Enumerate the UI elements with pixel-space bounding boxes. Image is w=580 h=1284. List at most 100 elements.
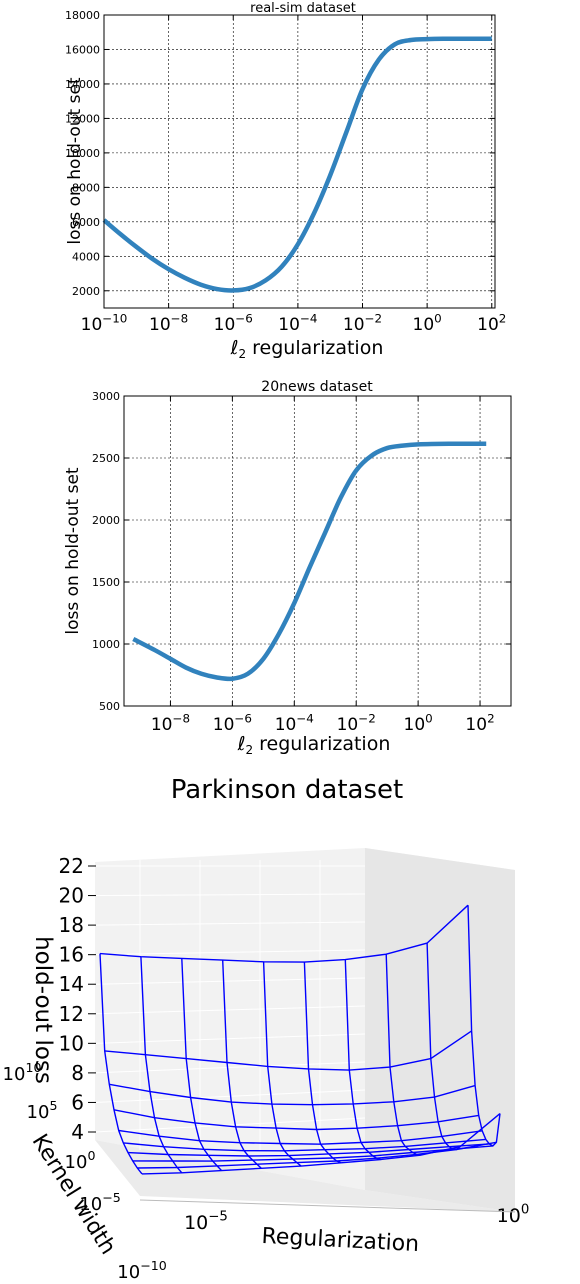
- z-tick-label: 14: [59, 972, 84, 996]
- x-tick-label: 102: [465, 711, 494, 735]
- x-tick-label-base: 10: [413, 315, 435, 335]
- y-axis-label: loss on hold-out set: [65, 77, 85, 245]
- side-pane: [365, 848, 515, 1212]
- surface-column-line: [140, 956, 183, 1174]
- x-axis-label-text: regularization: [246, 337, 383, 359]
- y-tick-label: 1000: [92, 638, 120, 651]
- y-tick-label: 10−5: [79, 1190, 120, 1215]
- x-tick-label-exponent: 0: [521, 1202, 529, 1217]
- x-tick-label-exponent: 2: [487, 711, 495, 725]
- y-tick-label: 1500: [92, 576, 120, 589]
- y-tick-label-exponent: −10: [140, 1258, 167, 1273]
- x-tick-label: 10−6: [214, 311, 253, 335]
- y-tick-label-base: 10: [27, 1102, 50, 1123]
- x-tick-label-base: 10: [343, 315, 365, 335]
- y-tick-label: 4000: [72, 250, 100, 263]
- x-axis-label: ℓ2 regularization: [230, 337, 384, 361]
- floor-pane: [95, 1140, 515, 1212]
- y-tick-label: 2000: [92, 514, 120, 527]
- x-tick-label-base: 10: [184, 1212, 208, 1234]
- x-axis-label: Regularization: [261, 1224, 420, 1257]
- x-tick-label-exponent: −10: [102, 311, 127, 325]
- z-tick-label: 10: [59, 1031, 84, 1055]
- x-tick-label-exponent: 0: [425, 711, 433, 725]
- x-tick-label: 10−2: [337, 711, 376, 735]
- x-tick-label-base: 10: [337, 715, 359, 735]
- x-axis-label: ℓ2 regularization: [237, 733, 391, 757]
- x-axis-label-text: regularization: [253, 733, 390, 755]
- x-tick-label: 10−6: [213, 711, 252, 735]
- x-tick-label-exponent: −2: [365, 311, 383, 325]
- z-tick-label: 8: [71, 1061, 84, 1085]
- x-tick-label: 100: [413, 311, 442, 335]
- surface-row-line: [123, 1138, 486, 1152]
- data-line: [102, 36, 492, 293]
- surface-row-line: [127, 1143, 490, 1157]
- chart-title: real-sim dataset: [250, 1, 356, 16]
- x-tick-label: 10−5: [184, 1209, 228, 1234]
- y-tick-label: 3000: [92, 390, 120, 403]
- y-tick-label: 105: [27, 1098, 58, 1123]
- surface-row-line: [104, 1030, 472, 1071]
- y-tick-label: 10−10: [117, 1258, 166, 1283]
- x-tick-label: 100: [404, 711, 433, 735]
- x-tick-label: 100: [497, 1202, 530, 1227]
- surface-row-line: [141, 1113, 501, 1175]
- surface-column-line: [303, 962, 342, 1164]
- x-tick-label: 10−10: [81, 311, 128, 335]
- z-axis-label: hold-out loss: [30, 936, 56, 1084]
- chart-title: 20news dataset: [261, 379, 373, 395]
- x-tick-label-exponent: −2: [358, 711, 376, 725]
- surface-row-line: [113, 1109, 479, 1131]
- plot-frame: [123, 395, 512, 707]
- z-ticks: 4 6 8 10 12 14 16 18 20 22: [59, 854, 96, 1144]
- x-tick-label-exponent: −8: [172, 711, 190, 725]
- x-axis-label-subscript: 2: [238, 347, 246, 361]
- y-tick-label-base: 10: [79, 1194, 102, 1215]
- y-tick-label-exponent: 5: [49, 1098, 57, 1113]
- z-tick-label: 18: [59, 913, 84, 937]
- surface-column-line: [181, 958, 223, 1172]
- x-tick-label-exponent: −4: [300, 311, 318, 325]
- ticks: 10−10 10−8 10−6 10−4 10−2 100 1022000400060008…: [65, 9, 506, 335]
- y-tick-label: 10000: [65, 147, 100, 160]
- surface-column-line: [385, 954, 421, 1156]
- surface-wireframe: [99, 904, 501, 1175]
- z-tick-label: 4: [71, 1120, 84, 1144]
- axes-panes: [94, 848, 515, 1212]
- chart-20news: 20news dataset 10−8 10−6 10−4 10−2 100 102500…: [63, 379, 512, 757]
- z-tick-label: 22: [59, 854, 84, 878]
- surface-column-line: [262, 961, 302, 1167]
- x-tick-label: 102: [477, 311, 506, 335]
- x-tick-label-exponent: −6: [234, 711, 252, 725]
- surface-row-line: [118, 1129, 483, 1145]
- x-tick-label: 10−2: [343, 311, 382, 335]
- plot-frame: [103, 14, 496, 309]
- x-tick-label-base: 10: [477, 315, 499, 335]
- x-tick-label-base: 10: [278, 315, 300, 335]
- y-tick-label-exponent: −5: [102, 1190, 121, 1205]
- x-tick-label-base: 10: [497, 1205, 521, 1227]
- x-tick-label-base: 10: [214, 315, 236, 335]
- x-axis-label-subscript: 2: [245, 743, 253, 757]
- y-tick-label: 500: [99, 700, 120, 713]
- y-tick-label-base: 10: [117, 1262, 140, 1283]
- x-tick-label-base: 10: [465, 715, 487, 735]
- surface-row-line: [132, 1145, 493, 1162]
- y-tick-label: 2000: [72, 285, 100, 298]
- surface-column-line: [426, 943, 461, 1151]
- x-tick-label-base: 10: [151, 715, 173, 735]
- surface-column-line: [99, 953, 143, 1175]
- x-tick-label-base: 10: [404, 715, 426, 735]
- z-tick-label: 12: [59, 1002, 84, 1026]
- y-tick-label: 12000: [65, 112, 100, 125]
- chart-title: Parkinson dataset: [171, 775, 403, 805]
- chart-real-sim: real-sim dataset 10−10 10−8 10−6 10−4 10−2 10…: [65, 1, 506, 361]
- z-tick-label: 6: [71, 1090, 84, 1114]
- ticks: 10−8 10−6 10−4 10−2 100 102500100015002000250…: [92, 390, 511, 735]
- x-tick-label: 10−4: [275, 711, 314, 735]
- y-tick-label: 18000: [65, 9, 100, 22]
- surface-column-line: [344, 959, 381, 1161]
